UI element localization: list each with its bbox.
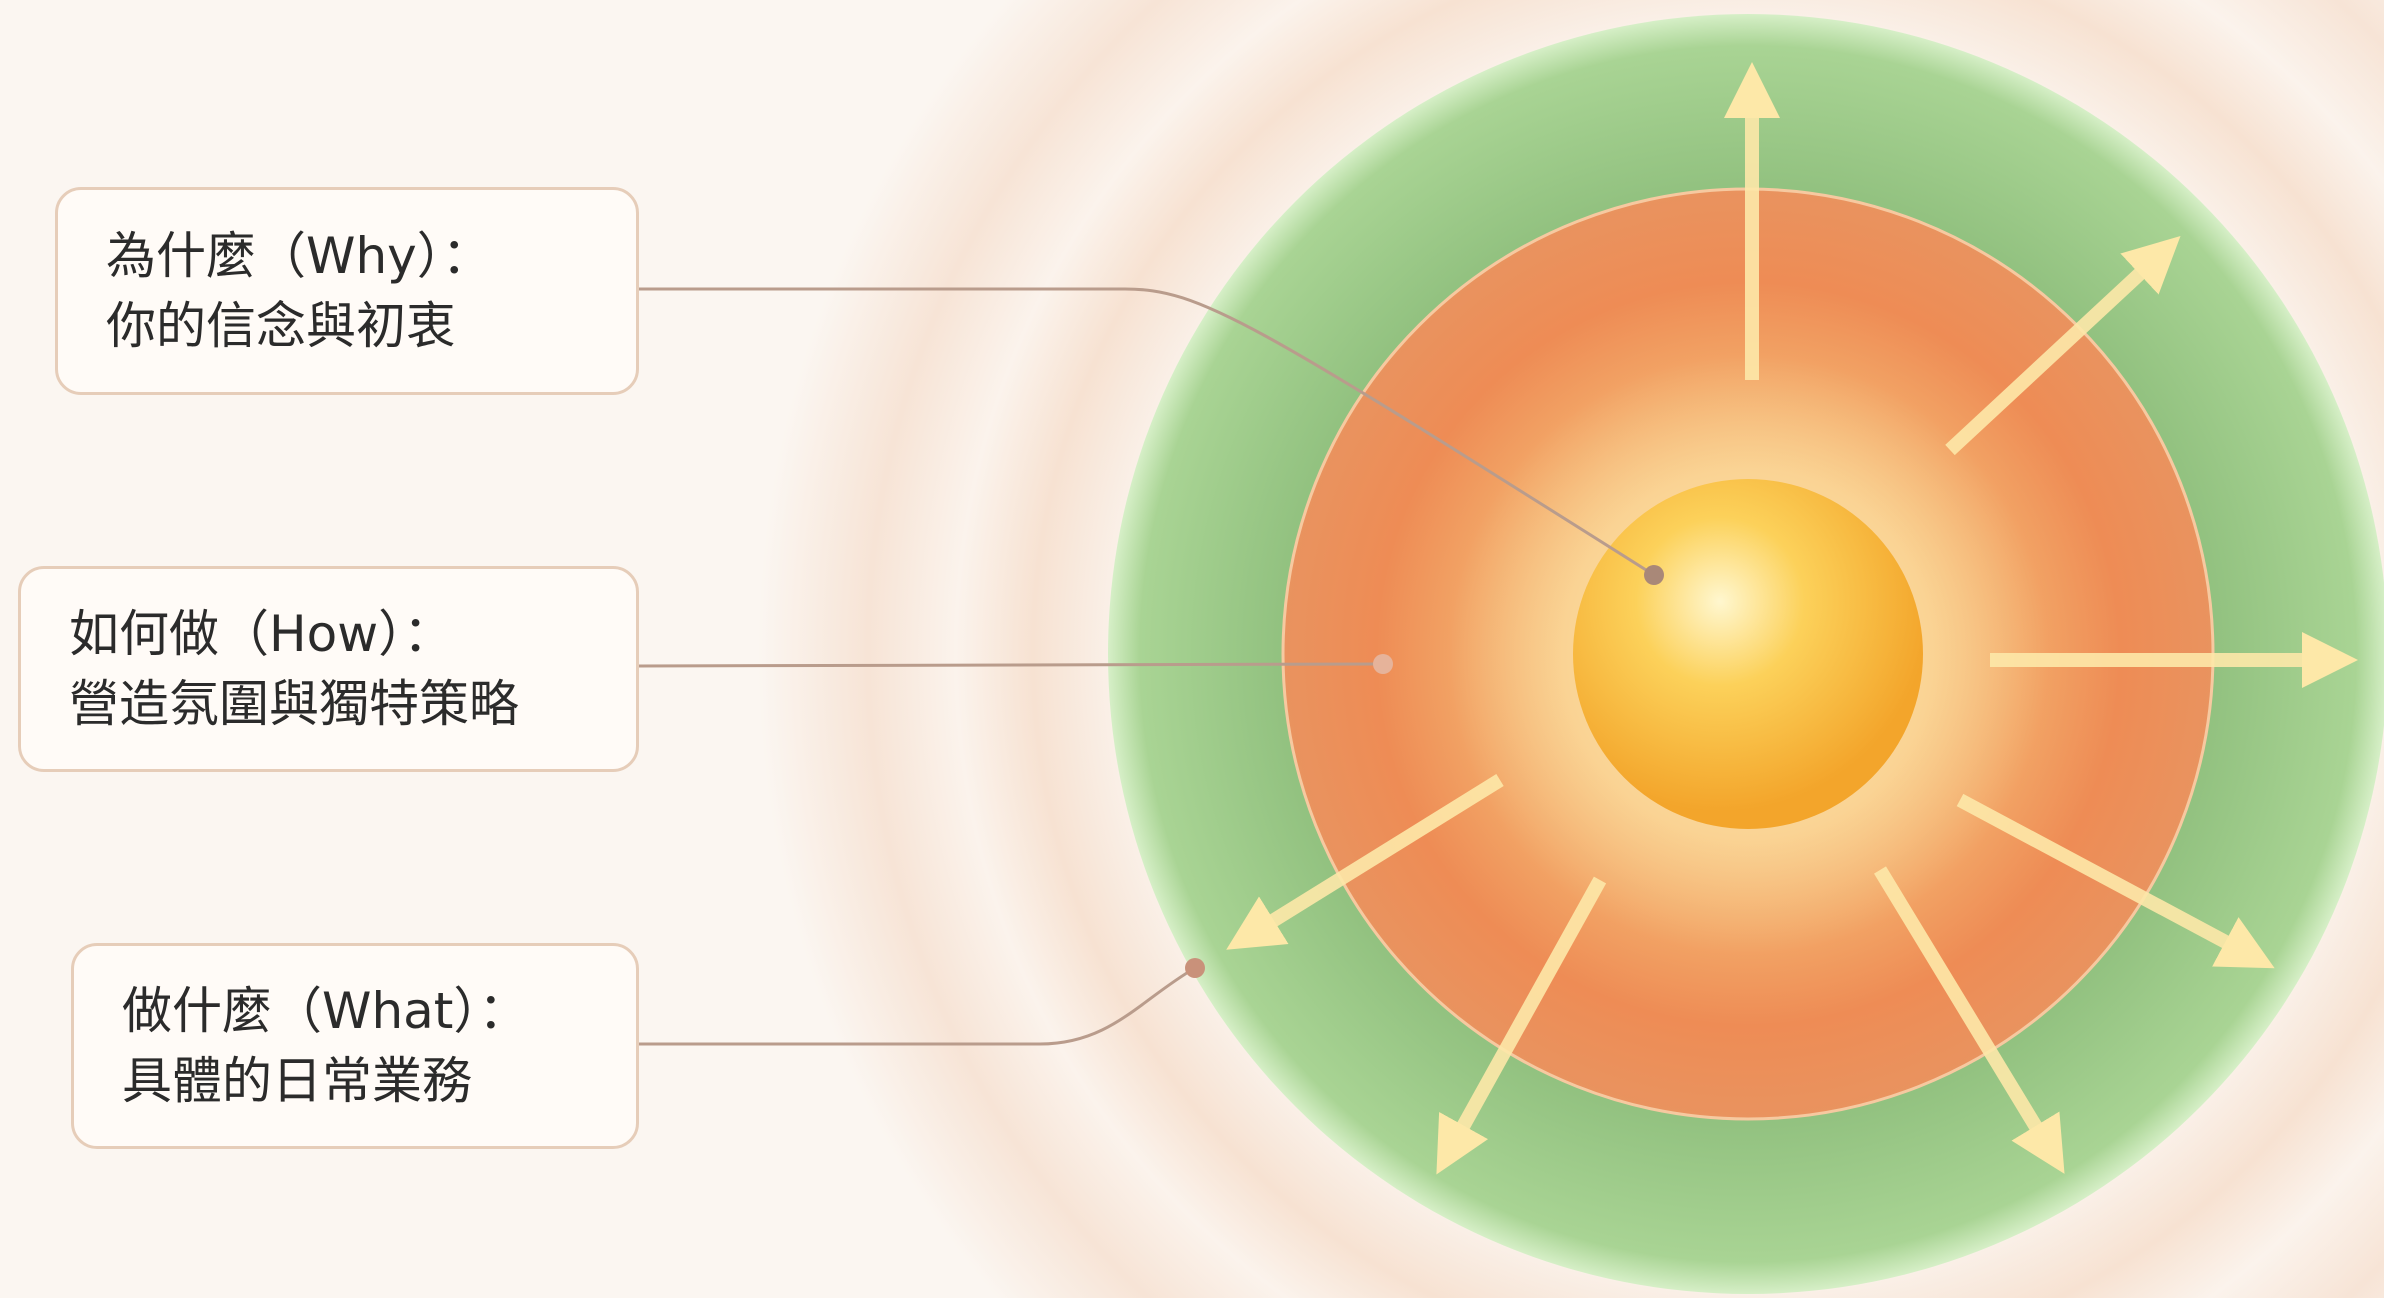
what-box: 做什麼（What）： 具體的日常業務 xyxy=(71,943,639,1149)
box-desc: 營造氛圍與獨特策略 xyxy=(69,675,519,733)
box-title: 如何做（How）： xyxy=(69,605,454,663)
box-title: 為什麼（Why）： xyxy=(106,227,492,285)
how-box: 如何做（How）： 營造氛圍與獨特策略 xyxy=(18,566,639,772)
box-desc: 你的信念與初衷 xyxy=(106,297,456,355)
box-title: 做什麼（What）： xyxy=(122,982,529,1040)
box-desc: 具體的日常業務 xyxy=(122,1052,472,1110)
why-box: 為什麼（Why）： 你的信念與初衷 xyxy=(55,187,639,395)
